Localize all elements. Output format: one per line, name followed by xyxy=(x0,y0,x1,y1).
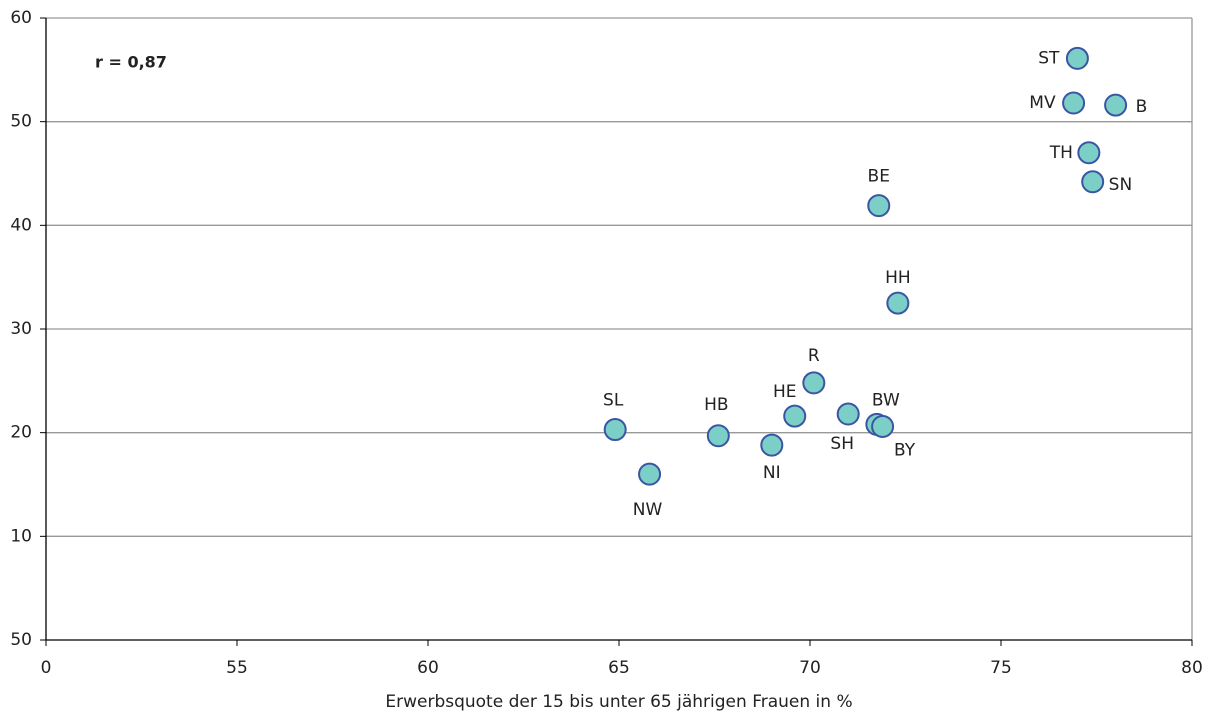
point-label: ST xyxy=(1038,48,1060,68)
x-tick-label: 0 xyxy=(41,658,52,678)
y-tick-label: 40 xyxy=(10,215,32,235)
point-label: NI xyxy=(763,463,781,483)
point xyxy=(867,194,891,218)
point xyxy=(783,404,807,428)
point xyxy=(603,418,627,442)
point-label: MV xyxy=(1029,93,1056,113)
point xyxy=(760,433,784,457)
y-tick-label: 50 xyxy=(10,112,32,132)
point-label: B xyxy=(1136,97,1148,117)
point xyxy=(1104,93,1128,117)
point xyxy=(1077,141,1101,165)
point xyxy=(638,462,662,486)
x-tick-label: 70 xyxy=(799,658,821,678)
y-tick-label: 10 xyxy=(10,526,32,546)
point-label: R xyxy=(808,346,820,366)
x-tick-label: 80 xyxy=(1181,658,1203,678)
x-tick-label: 55 xyxy=(226,658,248,678)
point-label: HE xyxy=(773,382,797,402)
point xyxy=(706,424,730,448)
point-label: NW xyxy=(633,500,663,520)
point-label: HH xyxy=(885,268,911,288)
point xyxy=(1081,170,1105,194)
x-tick-label: 65 xyxy=(608,658,630,678)
point-label: SH xyxy=(830,434,854,454)
point-label: BY xyxy=(894,440,916,460)
point-label: BW xyxy=(872,390,900,410)
y-tick-label: 30 xyxy=(10,319,32,339)
x-axis-label: Erwerbsquote der 15 bis unter 65 jährige… xyxy=(385,692,852,712)
x-tick-label: 60 xyxy=(417,658,439,678)
point xyxy=(871,414,895,438)
y-tick-label: 50 xyxy=(10,630,32,650)
point xyxy=(1062,91,1086,115)
point-label: TH xyxy=(1049,143,1073,163)
y-tick-label: 20 xyxy=(10,423,32,443)
y-tick-label: 60 xyxy=(10,8,32,28)
point xyxy=(836,402,860,426)
point-label: SN xyxy=(1109,175,1133,195)
point-label: BE xyxy=(868,167,890,187)
point xyxy=(1065,46,1089,70)
point-label: HB xyxy=(704,395,728,415)
point-label: SL xyxy=(603,391,624,411)
x-tick-label: 75 xyxy=(990,658,1012,678)
point xyxy=(802,371,826,395)
point xyxy=(886,291,910,315)
annotation: r = 0,87 xyxy=(95,53,167,72)
